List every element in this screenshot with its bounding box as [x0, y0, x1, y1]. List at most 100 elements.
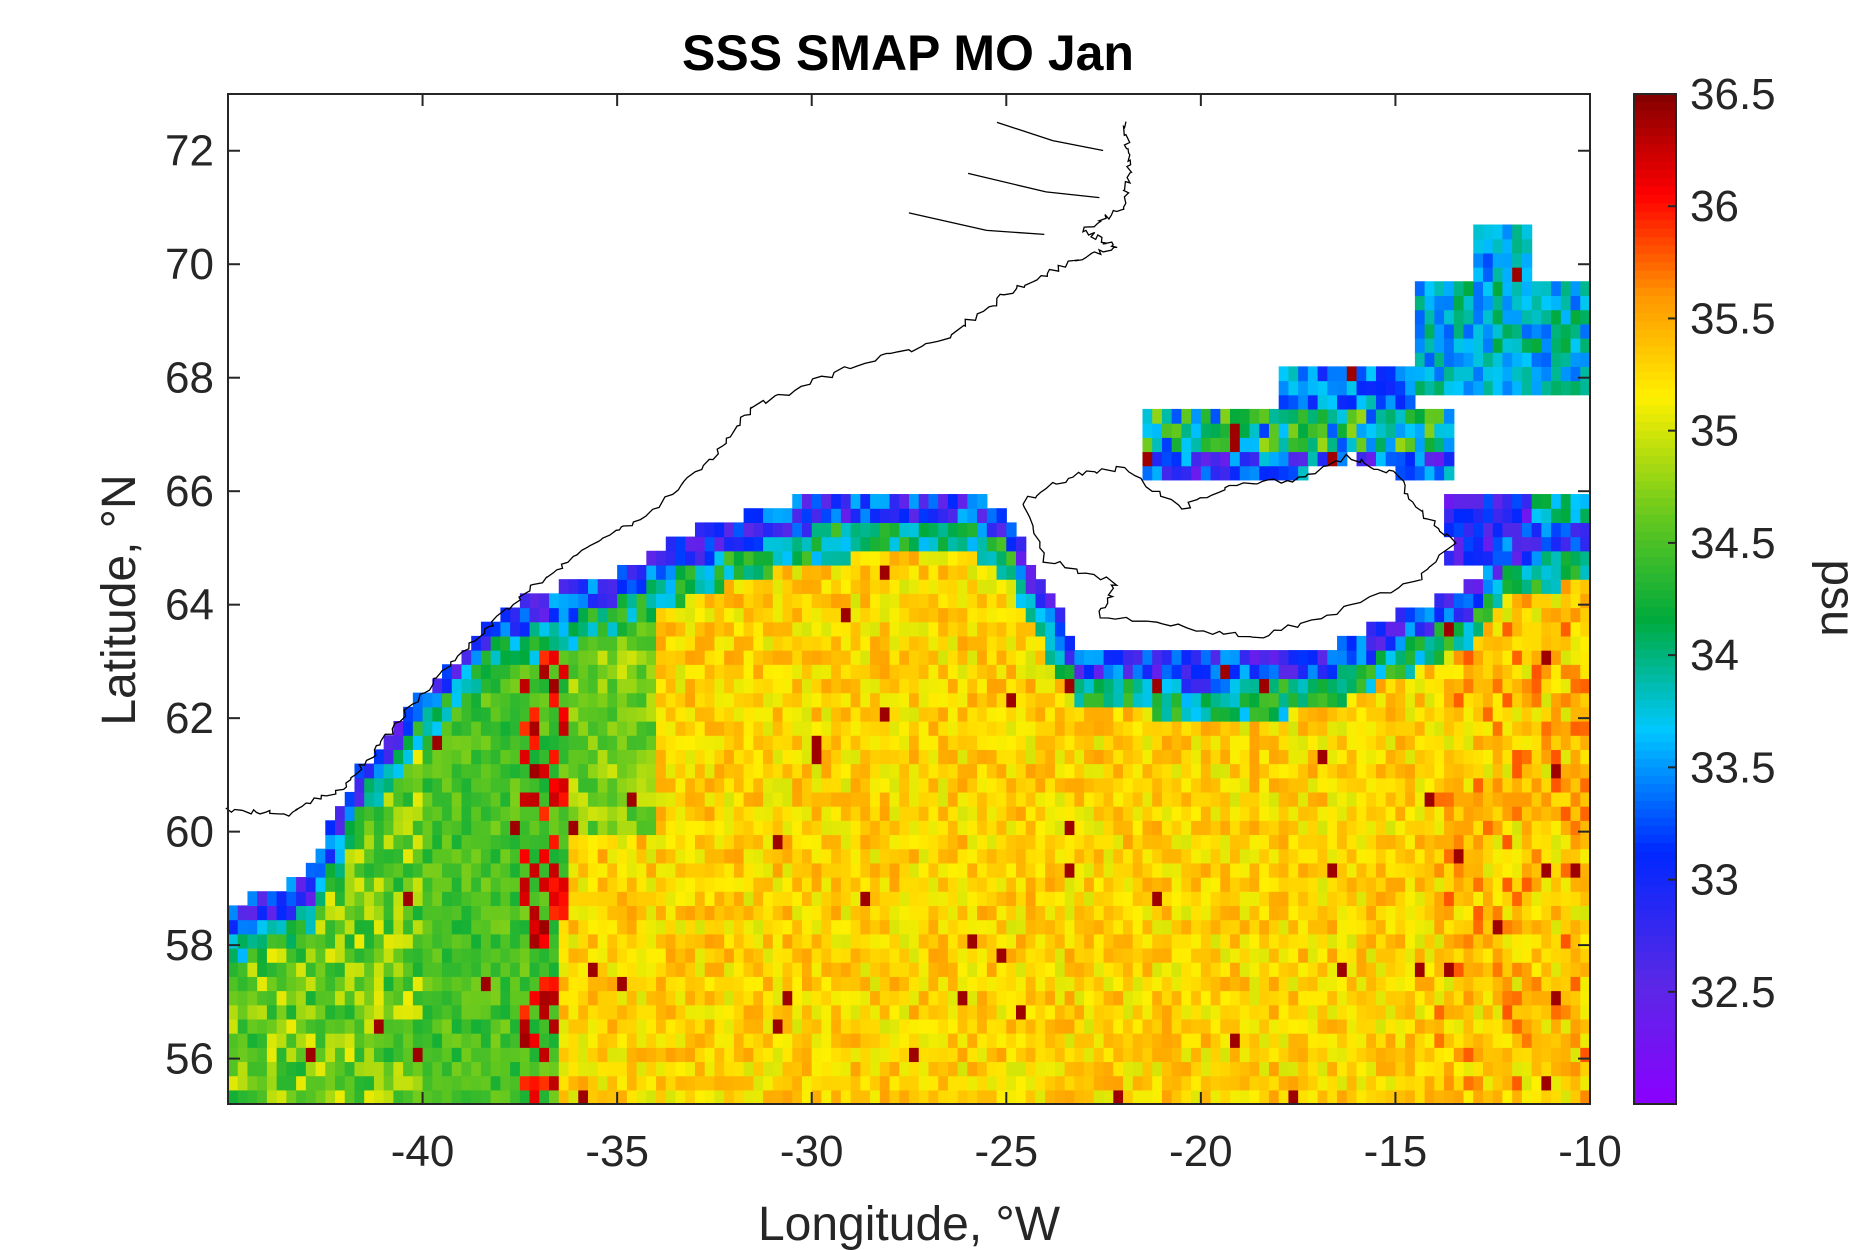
salinity-cell — [1132, 820, 1144, 836]
salinity-cell — [889, 1018, 900, 1034]
salinity-cell — [665, 1089, 677, 1105]
salinity-cell — [801, 550, 813, 566]
salinity-cell — [1424, 621, 1435, 637]
salinity-cell — [1161, 862, 1173, 878]
salinity-cell — [1512, 862, 1523, 878]
salinity-cell — [1414, 919, 1426, 935]
salinity-cell — [247, 990, 258, 1006]
salinity-cell — [1463, 706, 1474, 722]
salinity-cell — [977, 664, 988, 680]
salinity-cell — [1385, 791, 1397, 807]
salinity-cell — [675, 635, 686, 651]
salinity-cell — [1035, 933, 1046, 949]
salinity-cell — [519, 962, 531, 977]
salinity-cell — [607, 1033, 618, 1048]
salinity-cell — [1161, 465, 1173, 481]
salinity-cell — [928, 1075, 939, 1091]
salinity-cell — [909, 621, 920, 637]
salinity-cell — [1473, 933, 1484, 949]
salinity-cell — [996, 848, 1007, 864]
salinity-cell — [412, 848, 424, 864]
salinity-cell — [1239, 1089, 1251, 1105]
salinity-cell — [403, 1075, 414, 1091]
salinity-cell — [1492, 877, 1504, 892]
salinity-cell — [772, 1047, 784, 1063]
salinity-cell — [1580, 536, 1591, 552]
salinity-cell — [1395, 1033, 1406, 1048]
salinity-cell — [597, 834, 609, 850]
salinity-cell — [607, 877, 618, 892]
salinity-cell — [1268, 650, 1280, 665]
salinity-cell — [529, 791, 540, 807]
salinity-cell — [938, 593, 949, 609]
salinity-cell — [1521, 891, 1533, 907]
salinity-cell — [1210, 423, 1221, 438]
salinity-cell — [909, 848, 920, 864]
salinity-cell — [276, 947, 287, 963]
salinity-cell — [617, 1061, 628, 1077]
salinity-cell — [646, 579, 657, 594]
salinity-cell — [967, 550, 978, 566]
salinity-cell — [1560, 1004, 1572, 1020]
salinity-cell — [1064, 891, 1075, 907]
salinity-cell — [1220, 947, 1231, 963]
salinity-cell — [909, 919, 920, 935]
salinity-cell — [1551, 1089, 1562, 1105]
salinity-cell — [860, 862, 871, 878]
salinity-cell — [1298, 820, 1309, 836]
salinity-cell — [1502, 848, 1513, 864]
salinity-cell — [646, 820, 657, 836]
salinity-cell — [1200, 763, 1212, 779]
salinity-cell — [1132, 933, 1144, 949]
salinity-cell — [1006, 692, 1017, 708]
salinity-cell — [471, 1089, 482, 1105]
salinity-cell — [889, 990, 900, 1006]
salinity-cell — [1152, 834, 1163, 850]
salinity-cell — [1473, 536, 1484, 552]
salinity-cell — [422, 692, 433, 708]
salinity-cell — [850, 877, 861, 892]
salinity-cell — [1482, 635, 1494, 651]
salinity-cell — [461, 933, 472, 949]
salinity-cell — [1405, 1004, 1416, 1020]
salinity-cell — [1259, 706, 1270, 722]
salinity-cell — [1084, 1018, 1095, 1034]
salinity-cell — [967, 621, 978, 637]
salinity-cell — [831, 749, 842, 765]
salinity-cell — [1152, 465, 1163, 481]
salinity-cell — [1025, 976, 1037, 992]
salinity-cell — [1570, 1089, 1581, 1105]
salinity-cell — [1191, 1061, 1202, 1077]
salinity-cell — [1453, 735, 1465, 750]
salinity-cell — [539, 593, 550, 609]
salinity-cell — [938, 720, 949, 736]
salinity-cell — [587, 678, 599, 694]
salinity-cell — [1580, 1004, 1591, 1020]
salinity-cell — [1045, 593, 1056, 609]
salinity-cell — [1434, 990, 1445, 1006]
salinity-cell — [1259, 1033, 1270, 1048]
salinity-cell — [665, 536, 677, 552]
salinity-cell — [1337, 678, 1348, 694]
salinity-cell — [461, 735, 472, 750]
salinity-cell — [743, 1047, 754, 1063]
salinity-cell — [636, 1004, 647, 1020]
salinity-cell — [1560, 522, 1572, 538]
salinity-cell — [519, 607, 531, 623]
salinity-cell — [704, 607, 716, 623]
salinity-cell — [1123, 990, 1134, 1006]
salinity-cell — [1395, 635, 1406, 651]
salinity-cell — [1327, 834, 1338, 850]
salinity-cell — [1317, 877, 1328, 892]
salinity-cell — [724, 579, 735, 594]
salinity-cell — [1016, 593, 1027, 609]
salinity-cell — [510, 905, 521, 921]
salinity-cell — [1152, 763, 1163, 779]
salinity-cell — [1220, 806, 1231, 821]
salinity-cell — [1453, 1004, 1465, 1020]
salinity-cell — [373, 1061, 385, 1077]
salinity-cell — [1035, 976, 1046, 992]
salinity-cell — [821, 508, 832, 523]
salinity-cell — [840, 650, 852, 665]
salinity-cell — [1375, 621, 1387, 637]
